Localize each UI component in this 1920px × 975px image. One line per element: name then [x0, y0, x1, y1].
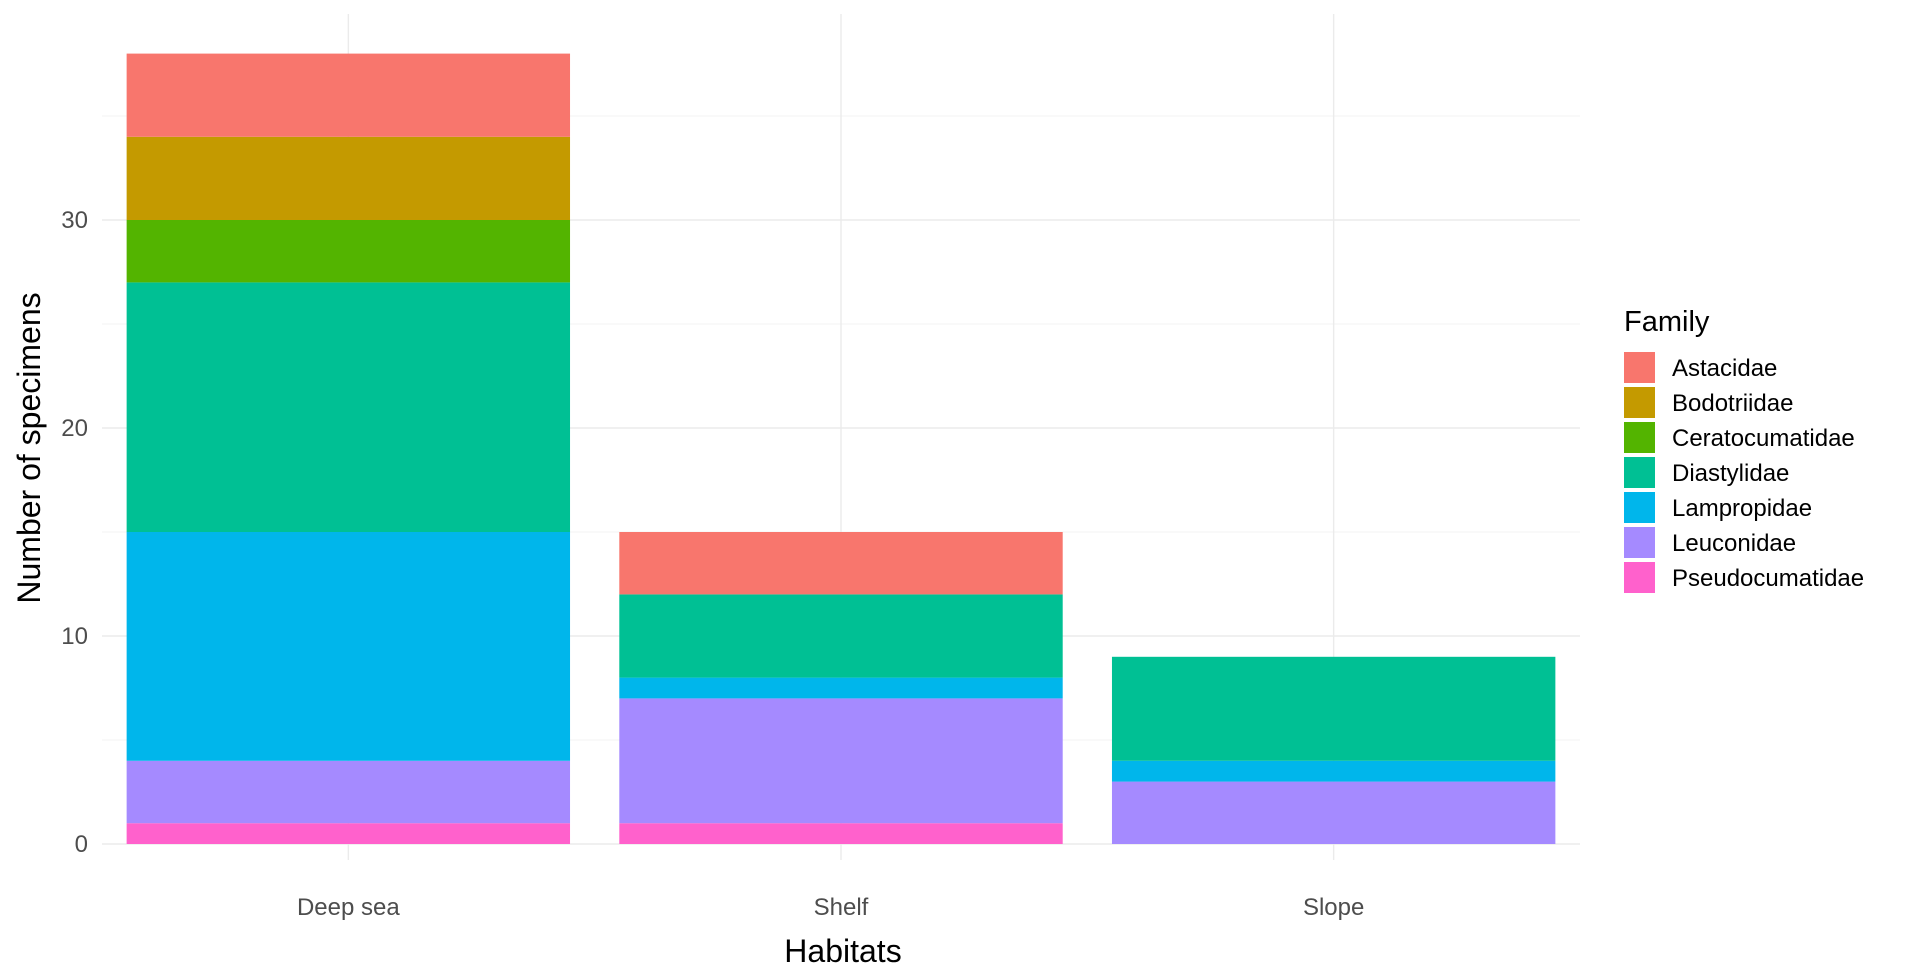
bar-segment-astacidae	[126, 53, 571, 137]
legend-title: Family	[1624, 306, 1710, 338]
bar-segment-leuconidae	[619, 698, 1063, 824]
bar-segment-pseudocumatidae	[619, 823, 1063, 844]
x-axis-ticks: Deep sea Shelf Slope	[297, 894, 1364, 921]
x-tick-label: Shelf	[814, 894, 869, 921]
bar-segment-bodotriidae	[126, 136, 571, 220]
y-axis-ticks: 0 10 20 30	[61, 207, 88, 858]
legend-label: Bodotriidae	[1672, 390, 1793, 417]
legend-swatch	[1624, 562, 1655, 593]
bar-segment-astacidae	[619, 532, 1063, 595]
bar-segment-pseudocumatidae	[126, 823, 571, 844]
bar-segment-diastylidae	[126, 282, 571, 532]
y-tick-label: 10	[61, 623, 88, 650]
legend-swatch	[1624, 492, 1655, 523]
y-tick-label: 20	[61, 415, 88, 442]
legend-label: Lampropidae	[1672, 495, 1812, 522]
legend-swatch	[1624, 352, 1655, 383]
bar-stacks	[126, 53, 1556, 844]
legend-label: Leuconidae	[1672, 530, 1796, 557]
bar-segment-lampropidae	[619, 677, 1063, 699]
legend-label: Diastylidae	[1672, 460, 1789, 487]
bar-segment-diastylidae	[1111, 656, 1556, 761]
bar-segment-lampropidae	[1111, 760, 1556, 782]
legend-label: Pseudocumatidae	[1672, 565, 1864, 592]
y-tick-label: 30	[61, 207, 88, 234]
bar-segment-leuconidae	[1111, 781, 1556, 844]
bar-segment-lampropidae	[126, 532, 571, 761]
legend-swatch	[1624, 387, 1655, 418]
x-tick-label: Slope	[1303, 894, 1364, 921]
legend-swatch	[1624, 422, 1655, 453]
bar-segment-diastylidae	[619, 594, 1063, 678]
x-axis-title: Habitats	[784, 933, 901, 969]
y-axis-title: Number of specimens	[11, 292, 47, 603]
x-tick-label: Deep sea	[297, 894, 400, 921]
legend: Family Astacidae Bodotriidae Ceratocumatid…	[1624, 306, 1864, 593]
bar-segment-leuconidae	[126, 760, 571, 824]
y-tick-label: 0	[75, 831, 88, 858]
bar-segment-ceratocumatidae	[126, 220, 571, 283]
legend-swatch	[1624, 527, 1655, 558]
legend-items: Astacidae Bodotriidae Ceratocumatidae Diast…	[1624, 352, 1864, 593]
legend-swatch	[1624, 457, 1655, 488]
legend-label: Astacidae	[1672, 355, 1777, 382]
legend-label: Ceratocumatidae	[1672, 425, 1855, 452]
